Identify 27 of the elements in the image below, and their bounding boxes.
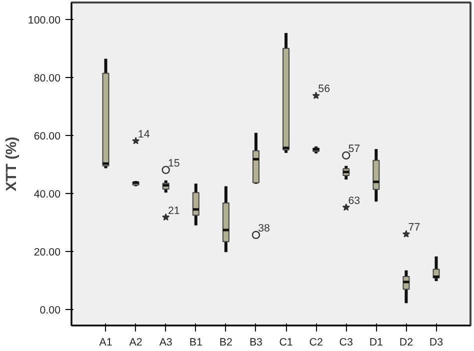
annotation: 15	[168, 157, 180, 170]
annotation: 14	[138, 128, 150, 140]
annotation: 21	[168, 204, 180, 217]
x-tick-label: C3	[339, 336, 353, 348]
y-tick-label: 0.00	[40, 304, 61, 317]
x-tick-label: D1	[369, 336, 384, 348]
x-tick-label: A2	[129, 336, 142, 348]
annotation: 56	[318, 83, 330, 96]
y-axis-title: XTT (%)	[4, 136, 20, 192]
x-tick-label: D2	[399, 336, 414, 348]
annotation: 63	[348, 194, 360, 207]
x-tick-label: B2	[219, 336, 233, 348]
x-tick-label: A3	[159, 336, 172, 348]
x-tick-label: B3	[249, 336, 263, 348]
annotation: 77	[408, 222, 420, 234]
y-tick-label: 100.00	[28, 14, 61, 26]
y-tick-label: 40.00	[34, 188, 61, 200]
annotation: 38	[258, 222, 270, 234]
annotation: 57	[348, 142, 360, 155]
x-tick-label: C1	[279, 336, 293, 348]
x-tick-label: A1	[99, 336, 112, 348]
y-tick-label: 20.00	[34, 246, 61, 258]
x-tick-label: C2	[309, 336, 323, 348]
x-tick-label: B1	[189, 336, 202, 348]
x-tick-label: D3	[429, 336, 444, 348]
y-tick-label: 80.00	[34, 72, 61, 84]
y-tick-label: 60.00	[34, 130, 61, 142]
